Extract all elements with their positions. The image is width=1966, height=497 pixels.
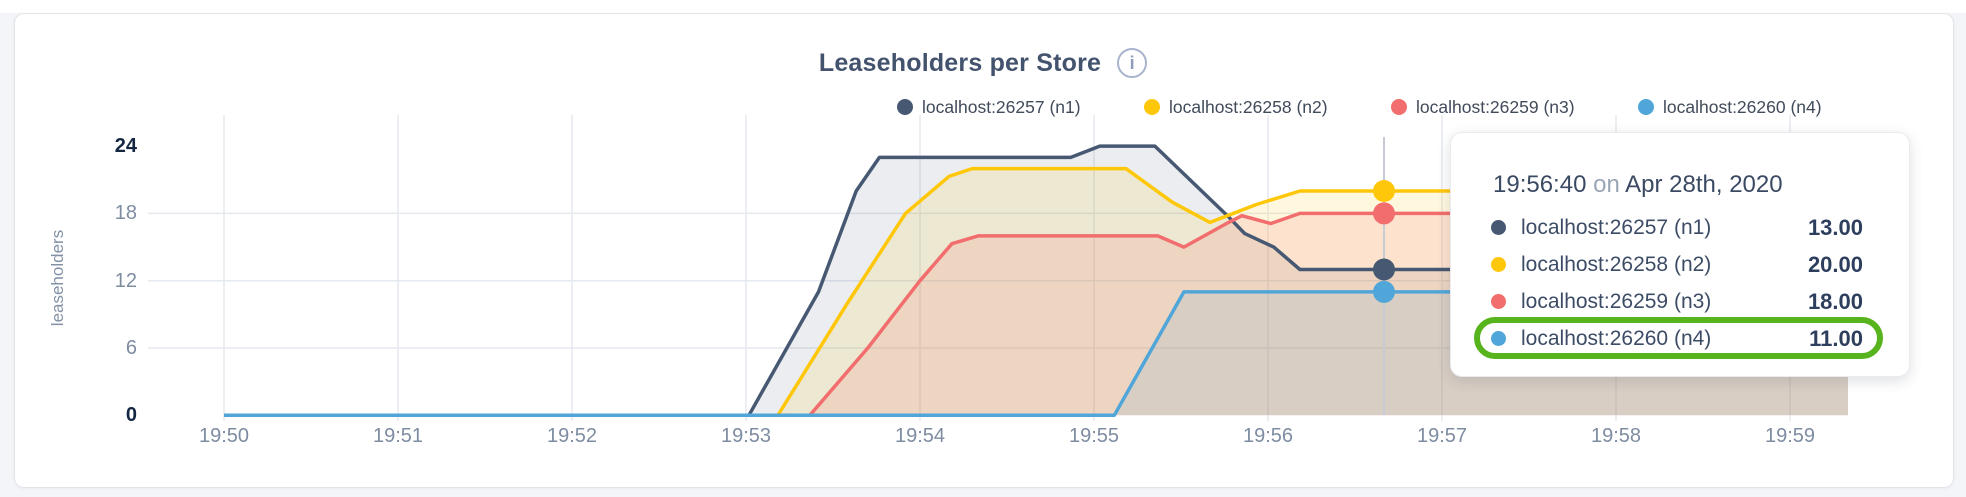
hover-dot xyxy=(1373,202,1395,225)
tooltip-series-value: 20.00 xyxy=(1807,251,1863,277)
tooltip-dot-icon xyxy=(1491,294,1506,309)
series-line xyxy=(224,166,1848,418)
legend-dot-icon xyxy=(1391,99,1407,115)
tooltip-series-label: localhost:26258 (n2) xyxy=(1521,252,1712,276)
legend-dot-icon xyxy=(1638,99,1654,115)
chart-title: Leaseholders per Store xyxy=(818,48,1102,77)
tooltip-dot-icon xyxy=(1491,220,1506,235)
tooltip-series-value: 13.00 xyxy=(1807,214,1863,240)
y-tick-label: 0 xyxy=(125,404,137,426)
x-tick-label: 19:56 xyxy=(1242,425,1294,447)
hover-dot xyxy=(1373,258,1395,281)
hover-dot xyxy=(1373,280,1395,303)
tooltip-row: localhost:26258 (n2) 20.00 xyxy=(1491,246,1863,283)
legend-item[interactable]: localhost:26258 (n2) xyxy=(1144,96,1328,118)
y-tick-label: 18 xyxy=(114,202,137,224)
y-tick-label: 24 xyxy=(114,135,137,157)
series-line xyxy=(224,211,1848,418)
page-top-strip xyxy=(0,0,1966,13)
legend-item[interactable]: localhost:26257 (n1) xyxy=(897,96,1081,118)
hover-tooltip: 19:56:40 on Apr 28th, 2020 localhost:262… xyxy=(1450,132,1910,377)
tooltip-series-label: localhost:26257 (n1) xyxy=(1521,215,1712,239)
x-tick-label: 19:52 xyxy=(546,425,598,447)
tooltip-row: localhost:26257 (n1) 13.00 xyxy=(1491,209,1863,246)
chart-header: Leaseholders per Store i xyxy=(0,46,1966,80)
tooltip-time: 19:56:40 xyxy=(1493,171,1587,198)
legend-dot-icon xyxy=(1144,99,1160,115)
tooltip-series-label: localhost:26260 (n4) xyxy=(1521,326,1712,350)
tooltip-on-word: on xyxy=(1593,171,1620,198)
tooltip-row: localhost:26259 (n3) 18.00 xyxy=(1491,283,1863,320)
x-tick-label: 19:55 xyxy=(1068,425,1120,447)
tooltip-dot-icon xyxy=(1491,331,1506,346)
x-tick-label: 19:58 xyxy=(1590,425,1642,447)
legend-label: localhost:26258 (n2) xyxy=(1169,96,1328,117)
tooltip-series-label: localhost:26259 (n3) xyxy=(1521,289,1712,313)
tooltip-timestamp: 19:56:40 on Apr 28th, 2020 xyxy=(1493,171,1783,199)
tooltip-date: Apr 28th, 2020 xyxy=(1625,171,1783,198)
x-tick-label: 19:51 xyxy=(372,425,424,447)
y-axis-label: leaseholders xyxy=(48,229,67,327)
legend-label: localhost:26260 (n4) xyxy=(1663,96,1822,117)
y-tick-label: 6 xyxy=(125,337,137,359)
y-tick-label: 12 xyxy=(114,270,137,292)
legend-item[interactable]: localhost:26259 (n3) xyxy=(1391,96,1575,118)
series-area xyxy=(224,213,1848,416)
info-icon[interactable]: i xyxy=(1117,48,1148,78)
x-tick-label: 19:57 xyxy=(1416,425,1468,447)
series-area xyxy=(224,146,1848,416)
tooltip-series-value: 11.00 xyxy=(1809,325,1863,351)
x-tick-label: 19:53 xyxy=(720,425,772,447)
x-tick-label: 19:50 xyxy=(198,425,250,447)
x-tick-label: 19:54 xyxy=(894,425,946,447)
tooltip-row: localhost:26260 (n4) 11.00 xyxy=(1474,317,1883,359)
hover-dot xyxy=(1373,180,1395,202)
legend-label: localhost:26257 (n1) xyxy=(922,96,1081,117)
series-area xyxy=(224,291,1848,416)
series-area xyxy=(224,168,1848,416)
legend-item[interactable]: localhost:26260 (n4) xyxy=(1638,96,1822,118)
legend-label: localhost:26259 (n3) xyxy=(1416,96,1575,117)
tooltip-dot-icon xyxy=(1491,257,1506,272)
tooltip-series-value: 18.00 xyxy=(1807,288,1863,314)
legend-dot-icon xyxy=(897,99,913,115)
x-tick-label: 19:59 xyxy=(1764,425,1816,447)
tooltip-rows: localhost:26257 (n1) 13.00 localhost:26258… xyxy=(1474,209,1883,359)
series-line xyxy=(224,144,1848,418)
